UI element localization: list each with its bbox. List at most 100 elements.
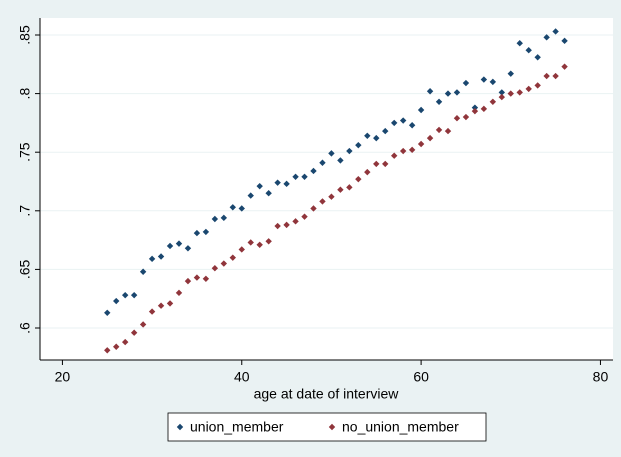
point <box>426 134 434 142</box>
point <box>399 117 407 124</box>
point <box>453 89 461 96</box>
x-tick-label: 40 <box>234 369 250 385</box>
point <box>229 254 236 261</box>
point <box>426 88 434 95</box>
y-tick-label: .6 <box>17 322 33 334</box>
y-tick-label: .8 <box>17 88 33 100</box>
point <box>498 89 506 96</box>
point <box>193 274 201 281</box>
point <box>435 126 443 134</box>
point <box>561 63 568 70</box>
point <box>184 245 192 252</box>
point <box>328 193 335 200</box>
point <box>274 179 281 186</box>
point <box>498 93 506 101</box>
point <box>130 291 138 299</box>
y-tick-label: .85 <box>17 25 33 45</box>
point <box>382 127 389 135</box>
point <box>507 90 514 97</box>
point <box>193 229 201 237</box>
point <box>265 190 272 197</box>
x-tick-label: 60 <box>413 369 429 385</box>
legend-marker <box>176 423 184 431</box>
point <box>157 253 165 260</box>
point <box>561 37 568 45</box>
point <box>462 113 470 121</box>
point <box>337 157 344 164</box>
point <box>552 28 559 35</box>
point <box>113 343 120 350</box>
point <box>346 184 353 191</box>
point <box>166 242 174 250</box>
point <box>408 122 416 129</box>
point <box>283 221 290 229</box>
point <box>292 218 299 225</box>
point <box>220 214 228 222</box>
point <box>543 72 550 80</box>
plot-area <box>40 18 613 360</box>
point <box>301 173 308 181</box>
point <box>175 289 183 297</box>
point <box>391 119 398 127</box>
point <box>507 70 514 77</box>
point <box>166 300 174 307</box>
point <box>444 127 452 135</box>
point <box>310 205 317 212</box>
y-tick-label: .7 <box>17 205 33 217</box>
x-tick-label: 80 <box>593 369 609 385</box>
point <box>247 239 254 246</box>
point <box>113 297 120 305</box>
point <box>139 268 147 275</box>
point <box>435 98 443 106</box>
point <box>444 90 452 97</box>
point <box>319 198 326 205</box>
point <box>238 246 245 253</box>
point <box>283 180 290 188</box>
point <box>543 34 550 41</box>
point <box>104 309 111 316</box>
point <box>525 85 532 93</box>
point <box>391 152 398 159</box>
point <box>373 134 380 142</box>
point <box>184 277 192 285</box>
point <box>148 255 156 263</box>
point <box>157 302 165 309</box>
legend-label: no_union_member <box>342 419 459 435</box>
point <box>292 173 299 181</box>
point <box>310 167 317 175</box>
point <box>256 182 263 190</box>
point <box>346 147 353 155</box>
point <box>328 150 335 157</box>
point <box>337 186 344 193</box>
point <box>265 238 272 245</box>
point <box>202 228 210 236</box>
point <box>516 89 523 96</box>
point <box>480 105 488 113</box>
point <box>229 204 236 211</box>
point <box>534 82 541 89</box>
y-tick-label: .65 <box>17 259 33 279</box>
point <box>525 47 532 54</box>
point <box>382 160 389 168</box>
y-tick-label: .75 <box>17 142 33 162</box>
point <box>104 347 111 354</box>
point <box>148 308 156 315</box>
point <box>256 241 263 248</box>
point <box>211 215 219 223</box>
point <box>355 175 362 183</box>
point <box>238 205 245 212</box>
point <box>355 141 362 149</box>
point <box>364 132 371 139</box>
point <box>471 104 479 111</box>
point <box>211 265 219 272</box>
point <box>489 78 497 86</box>
point <box>534 54 541 61</box>
x-axis-title: age at date of interview <box>254 386 400 402</box>
point <box>516 39 523 47</box>
point <box>471 107 479 115</box>
point <box>480 76 488 83</box>
x-tick-label: 20 <box>55 369 71 385</box>
point <box>274 222 281 230</box>
point <box>417 140 425 148</box>
